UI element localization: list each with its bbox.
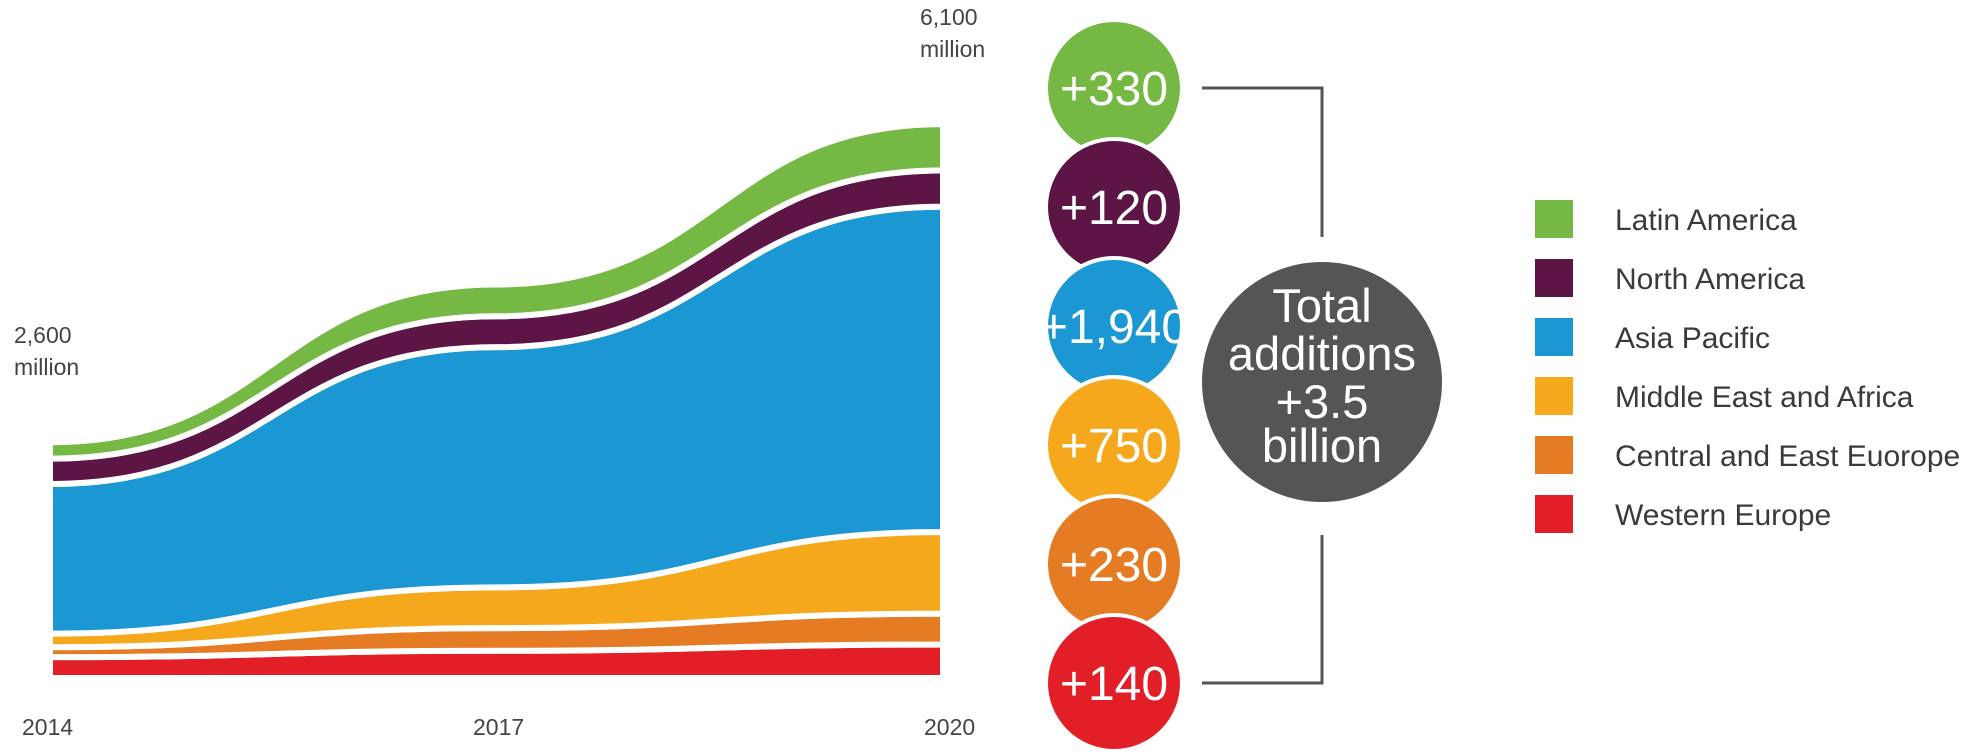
bubble-value: +1,940: [1040, 301, 1188, 354]
start-unit-label: million: [14, 354, 79, 380]
bubble-circle: [1044, 613, 1184, 753]
start-value-label: 2,600: [14, 322, 72, 348]
legend-item-latin-america: Latin America: [1535, 200, 1797, 238]
legend-swatch: [1535, 200, 1573, 238]
total-additions-circle: Total additions +3.5 billion: [1202, 262, 1442, 502]
legend-swatch: [1535, 436, 1573, 474]
legend-swatch: [1535, 318, 1573, 356]
x-tick-2017: 2017: [473, 714, 524, 740]
legend-swatch: [1535, 495, 1573, 533]
legend-item-north-america: North America: [1535, 259, 1805, 297]
bubble-value: +330: [1060, 63, 1168, 116]
legend-item-western-europe: Western Europe: [1535, 495, 1831, 533]
bubble-value: +120: [1060, 182, 1168, 235]
legend-item-asia-pacific: Asia Pacific: [1535, 318, 1770, 356]
legend-item-central-and-east-euorope: Central and East Euorope: [1535, 436, 1960, 474]
legend-label: Western Europe: [1615, 499, 1831, 532]
bubble-value: +140: [1060, 658, 1168, 711]
legend-label: Asia Pacific: [1615, 322, 1770, 355]
bubble-western-europe: +140: [1044, 613, 1184, 753]
total-circle: [1202, 262, 1442, 502]
total-line-2: additions: [1228, 327, 1416, 380]
area-latin-america: [47, 121, 946, 462]
bubble-central-and-east-euorope: +230: [1044, 494, 1184, 634]
total-line-3: +3.5: [1276, 375, 1369, 428]
bracket-top: [1202, 86, 1324, 237]
x-tick-2020: 2020: [924, 714, 975, 740]
bubble-value: +230: [1060, 539, 1168, 592]
x-tick-2014: 2014: [22, 714, 73, 740]
bubble-latin-america: +330: [1044, 18, 1184, 158]
end-value-label: 6,100: [920, 4, 978, 30]
legend-label: Middle East and Africa: [1615, 381, 1914, 414]
legend-label: Central and East Euorope: [1615, 440, 1960, 473]
legend-item-middle-east-and-africa: Middle East and Africa: [1535, 377, 1914, 415]
bubble-asia-pacific: +1,940: [1040, 256, 1188, 396]
legend-swatch: [1535, 377, 1573, 415]
total-line-4: billion: [1262, 419, 1382, 472]
total-line-1: Total: [1272, 279, 1371, 332]
legend: Latin America North America Asia Pacific Mi…: [1535, 200, 1960, 533]
end-unit-label: million: [920, 36, 985, 62]
bubble-north-america: +120: [1044, 137, 1184, 277]
addition-bubbles: +330 +120 +1,940 +750 +230 +140: [1040, 18, 1188, 753]
stacked-area-series: [47, 121, 946, 682]
legend-label: Latin America: [1615, 204, 1797, 237]
legend-swatch: [1535, 259, 1573, 297]
bracket-bottom: [1202, 535, 1324, 685]
legend-label: North America: [1615, 263, 1805, 296]
bubble-value: +750: [1060, 420, 1168, 473]
bubble-middle-east-and-africa: +750: [1044, 375, 1184, 515]
